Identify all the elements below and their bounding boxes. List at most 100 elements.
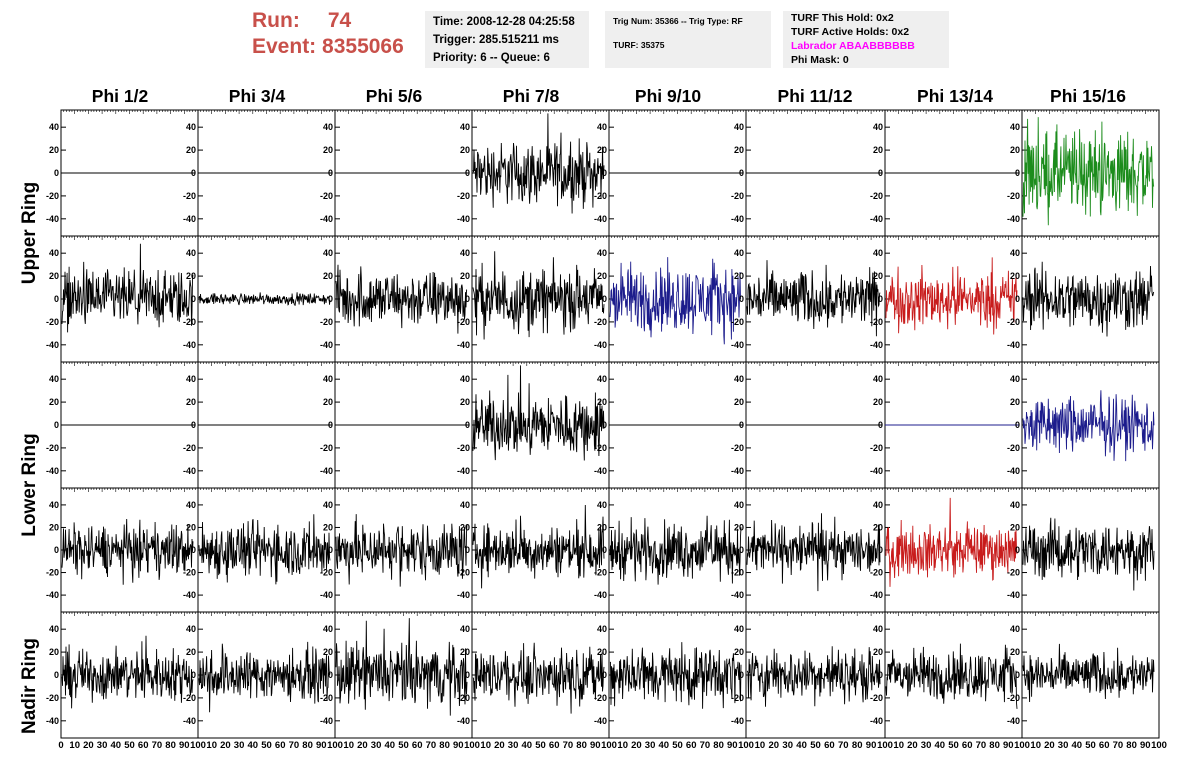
y-tick-label: 0 xyxy=(54,294,59,304)
y-tick-label: -40 xyxy=(594,214,607,224)
panel-r4-c1: 40 20 0 -20 -40 xyxy=(46,487,199,613)
y-tick-label: -40 xyxy=(731,214,744,224)
panel-r1-c5: 40 20 0 -20 -40 xyxy=(594,109,747,237)
x-tick-label: 60 xyxy=(962,740,973,751)
y-tick-label: 0 xyxy=(739,294,744,304)
x-tick-label: 40 xyxy=(248,740,259,751)
y-tick-label: -20 xyxy=(457,317,470,327)
y-tick-label: -20 xyxy=(457,443,470,453)
phi-header-7: Phi 13/14 xyxy=(917,86,993,106)
y-tick-label: 0 xyxy=(602,294,607,304)
x-tick-label: 50 xyxy=(810,740,821,751)
y-tick-label: -20 xyxy=(594,568,607,578)
panel-r5-c2: 40 20 0 -20 -40 xyxy=(183,611,336,739)
panel-r2-c5: 40 20 0 -20 -40 xyxy=(594,235,747,363)
x-tick-label: 50 xyxy=(1085,740,1096,751)
panel-r5-c6: 40 20 0 -20 -40 xyxy=(731,611,886,739)
x-tick-label: 100 xyxy=(1151,740,1167,751)
panel-r2-c8: 40 20 0 -20 -40 xyxy=(1007,235,1160,363)
y-tick-label: -20 xyxy=(731,317,744,327)
y-tick-label: -20 xyxy=(1007,191,1020,201)
y-tick-label: 20 xyxy=(323,145,333,155)
y-tick-label: -20 xyxy=(1007,568,1020,578)
phi-header-6: Phi 11/12 xyxy=(777,86,853,106)
x-tick-label: 30 xyxy=(508,740,519,751)
y-tick-label: 0 xyxy=(191,420,196,430)
turf-info-box: TURF This Hold: 0x2 TURF Active Holds: 0… xyxy=(783,11,949,68)
x-tick-label: 20 xyxy=(907,740,918,751)
trace-waveform xyxy=(885,497,1018,587)
y-tick-label: 0 xyxy=(878,168,883,178)
run-event-box: Run: 74 Event: 8355066 xyxy=(252,8,422,64)
y-tick-label: -40 xyxy=(1007,590,1020,600)
y-tick-label: 40 xyxy=(323,374,333,384)
y-tick-label: -20 xyxy=(731,568,744,578)
x-tick-label: 80 xyxy=(576,740,587,751)
y-tick-label: 40 xyxy=(873,374,883,384)
y-tick-label: 40 xyxy=(323,248,333,258)
y-tick-label: -20 xyxy=(1007,693,1020,703)
trig-num-text: Trig Num: 35366 -- Trig Type: RF xyxy=(613,16,743,26)
y-tick-label: 0 xyxy=(328,168,333,178)
x-tick-label: 100 xyxy=(601,740,617,751)
x-tick-label: 60 xyxy=(686,740,697,751)
y-tick-label: -40 xyxy=(183,590,196,600)
event-label: Event: xyxy=(252,35,317,58)
y-tick-label: 20 xyxy=(460,397,470,407)
y-tick-label: 20 xyxy=(873,271,883,281)
y-tick-label: 0 xyxy=(1015,294,1020,304)
y-tick-label: 40 xyxy=(1010,374,1020,384)
y-tick-label: 40 xyxy=(1010,500,1020,510)
y-tick-label: 0 xyxy=(465,294,470,304)
y-tick-label: 0 xyxy=(328,294,333,304)
y-tick-label: -40 xyxy=(457,590,470,600)
y-tick-label: 40 xyxy=(460,500,470,510)
y-tick-label: 40 xyxy=(734,122,744,132)
y-tick-label: 20 xyxy=(49,647,59,657)
y-tick-label: 40 xyxy=(597,624,607,634)
x-tick-label: 100 xyxy=(738,740,754,751)
x-tick-label: 60 xyxy=(824,740,835,751)
x-tick-label: 70 xyxy=(838,740,849,751)
run-value: 74 xyxy=(327,9,352,32)
trace-waveform xyxy=(609,257,742,345)
y-tick-label: 0 xyxy=(1015,168,1020,178)
event-value: 8355066 xyxy=(322,35,404,58)
x-tick-label: 100 xyxy=(1014,740,1030,751)
panel-r5-c3: 40 20 0 -20 -40 xyxy=(320,611,473,739)
x-tick-label: 80 xyxy=(1126,740,1137,751)
y-tick-label: 20 xyxy=(734,271,744,281)
panel-r2-c6: 40 20 0 -20 -40 xyxy=(731,235,886,363)
x-tick-label: 50 xyxy=(124,740,135,751)
y-tick-label: 40 xyxy=(873,122,883,132)
y-tick-label: 40 xyxy=(460,122,470,132)
y-tick-label: -40 xyxy=(457,466,470,476)
y-tick-label: 40 xyxy=(734,248,744,258)
x-tick-label: 20 xyxy=(220,740,231,751)
y-tick-label: 40 xyxy=(873,500,883,510)
y-tick-label: 0 xyxy=(191,294,196,304)
panel-r2-c2: 40 20 0 -20 -40 xyxy=(183,235,336,363)
y-tick-label: -40 xyxy=(1007,466,1020,476)
y-tick-label: 0 xyxy=(191,168,196,178)
x-tick-label: 40 xyxy=(935,740,946,751)
y-tick-label: 40 xyxy=(186,248,196,258)
y-tick-label: -20 xyxy=(183,443,196,453)
y-tick-label: 20 xyxy=(1010,647,1020,657)
panel-r5-c4: 40 20 0 -20 -40 xyxy=(457,611,610,739)
y-tick-label: -20 xyxy=(320,443,333,453)
y-tick-label: 20 xyxy=(597,647,607,657)
y-tick-label: 40 xyxy=(186,624,196,634)
y-tick-label: 40 xyxy=(1010,248,1020,258)
panel-r5-c8: 40 20 0 -20 -40 xyxy=(1007,611,1160,739)
x-tick-label: 70 xyxy=(976,740,987,751)
trace-waveform xyxy=(335,264,468,334)
y-tick-label: -40 xyxy=(870,214,883,224)
y-tick-label: 0 xyxy=(739,670,744,680)
y-tick-label: -20 xyxy=(320,693,333,703)
x-tick-label: 90 xyxy=(316,740,327,751)
y-tick-label: 40 xyxy=(49,122,59,132)
y-tick-label: 0 xyxy=(602,545,607,555)
x-tick-label: 10 xyxy=(617,740,628,751)
panel-r2-c7: 40 20 0 -20 -40 xyxy=(870,235,1023,363)
